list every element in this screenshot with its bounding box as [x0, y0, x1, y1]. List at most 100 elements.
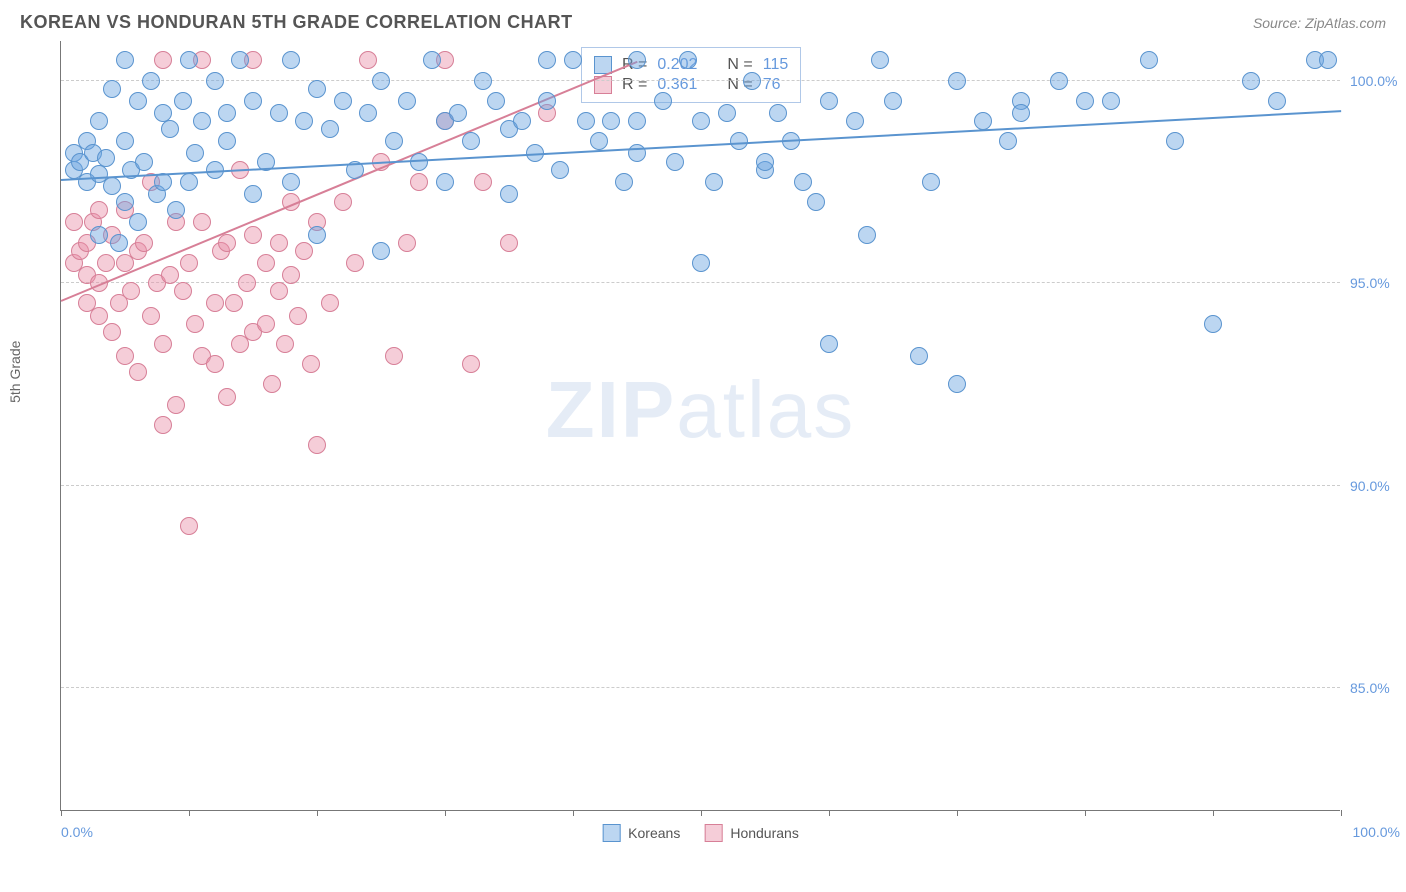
scatter-point-koreans — [308, 226, 326, 244]
scatter-point-koreans — [1140, 51, 1158, 69]
scatter-point-koreans — [1166, 132, 1184, 150]
plot-region: ZIPatlas R = 0.202 N = 115 R = 0.361 N =… — [60, 41, 1340, 811]
scatter-point-koreans — [180, 173, 198, 191]
x-tick — [61, 810, 62, 816]
scatter-point-koreans — [551, 161, 569, 179]
scatter-point-hondurans — [116, 347, 134, 365]
scatter-point-koreans — [794, 173, 812, 191]
scatter-point-koreans — [718, 104, 736, 122]
x-tick — [1085, 810, 1086, 816]
scatter-point-koreans — [398, 92, 416, 110]
scatter-point-koreans — [999, 132, 1017, 150]
scatter-point-koreans — [321, 120, 339, 138]
scatter-point-koreans — [231, 51, 249, 69]
scatter-point-koreans — [590, 132, 608, 150]
scatter-point-koreans — [974, 112, 992, 130]
scatter-point-hondurans — [295, 242, 313, 260]
y-tick-label: 100.0% — [1350, 73, 1406, 89]
scatter-point-koreans — [628, 51, 646, 69]
scatter-point-koreans — [270, 104, 288, 122]
scatter-point-hondurans — [462, 355, 480, 373]
x-tick — [317, 810, 318, 816]
scatter-point-koreans — [282, 51, 300, 69]
scatter-point-koreans — [564, 51, 582, 69]
scatter-point-koreans — [218, 132, 236, 150]
scatter-point-koreans — [628, 112, 646, 130]
scatter-point-hondurans — [270, 234, 288, 252]
scatter-point-koreans — [705, 173, 723, 191]
scatter-point-koreans — [884, 92, 902, 110]
scatter-point-hondurans — [263, 375, 281, 393]
scatter-point-koreans — [244, 92, 262, 110]
scatter-point-koreans — [500, 185, 518, 203]
scatter-point-koreans — [193, 112, 211, 130]
scatter-point-koreans — [820, 92, 838, 110]
scatter-point-koreans — [186, 144, 204, 162]
scatter-point-hondurans — [289, 307, 307, 325]
watermark: ZIPatlas — [546, 364, 855, 456]
scatter-point-hondurans — [321, 294, 339, 312]
scatter-point-hondurans — [276, 335, 294, 353]
scatter-point-koreans — [206, 72, 224, 90]
scatter-point-koreans — [372, 72, 390, 90]
scatter-point-hondurans — [359, 51, 377, 69]
scatter-point-koreans — [218, 104, 236, 122]
scatter-point-hondurans — [238, 274, 256, 292]
scatter-point-koreans — [820, 335, 838, 353]
y-tick-label: 90.0% — [1350, 478, 1406, 494]
scatter-point-koreans — [295, 112, 313, 130]
scatter-point-koreans — [423, 51, 441, 69]
scatter-point-hondurans — [90, 307, 108, 325]
x-tick — [829, 810, 830, 816]
scatter-point-hondurans — [302, 355, 320, 373]
scatter-point-koreans — [538, 51, 556, 69]
x-tick — [1341, 810, 1342, 816]
scatter-point-hondurans — [142, 307, 160, 325]
scatter-point-hondurans — [257, 315, 275, 333]
chart-title: KOREAN VS HONDURAN 5TH GRADE CORRELATION… — [20, 12, 573, 33]
scatter-point-hondurans — [154, 416, 172, 434]
gridline — [61, 80, 1340, 81]
scatter-point-koreans — [103, 80, 121, 98]
scatter-point-koreans — [90, 226, 108, 244]
scatter-point-koreans — [1076, 92, 1094, 110]
scatter-point-hondurans — [257, 254, 275, 272]
scatter-point-hondurans — [334, 193, 352, 211]
scatter-point-koreans — [474, 72, 492, 90]
scatter-point-koreans — [449, 104, 467, 122]
series-legend: Koreans Hondurans — [602, 824, 799, 842]
scatter-point-koreans — [372, 242, 390, 260]
scatter-point-hondurans — [154, 51, 172, 69]
scatter-point-hondurans — [206, 355, 224, 373]
chart-header: KOREAN VS HONDURAN 5TH GRADE CORRELATION… — [0, 0, 1406, 41]
watermark-atlas: atlas — [676, 365, 855, 454]
n-value-koreans: 115 — [763, 56, 789, 74]
scatter-point-koreans — [679, 51, 697, 69]
scatter-point-koreans — [1204, 315, 1222, 333]
x-tick — [189, 810, 190, 816]
scatter-point-koreans — [666, 153, 684, 171]
scatter-point-koreans — [692, 254, 710, 272]
legend-label-hondurans: Hondurans — [730, 825, 799, 841]
chart-area: 5th Grade ZIPatlas R = 0.202 N = 115 R =… — [20, 41, 1386, 811]
scatter-point-koreans — [462, 132, 480, 150]
scatter-point-koreans — [385, 132, 403, 150]
scatter-point-hondurans — [180, 254, 198, 272]
scatter-point-hondurans — [244, 226, 262, 244]
swatch-koreans — [602, 824, 620, 842]
scatter-point-koreans — [161, 120, 179, 138]
scatter-point-hondurans — [65, 213, 83, 231]
scatter-point-hondurans — [154, 335, 172, 353]
scatter-point-koreans — [948, 72, 966, 90]
scatter-point-hondurans — [218, 234, 236, 252]
scatter-point-hondurans — [385, 347, 403, 365]
y-tick-label: 95.0% — [1350, 275, 1406, 291]
scatter-point-hondurans — [161, 266, 179, 284]
scatter-point-koreans — [807, 193, 825, 211]
scatter-point-koreans — [167, 201, 185, 219]
scatter-point-hondurans — [174, 282, 192, 300]
scatter-point-hondurans — [186, 315, 204, 333]
scatter-point-hondurans — [270, 282, 288, 300]
scatter-point-koreans — [1012, 104, 1030, 122]
scatter-point-koreans — [858, 226, 876, 244]
